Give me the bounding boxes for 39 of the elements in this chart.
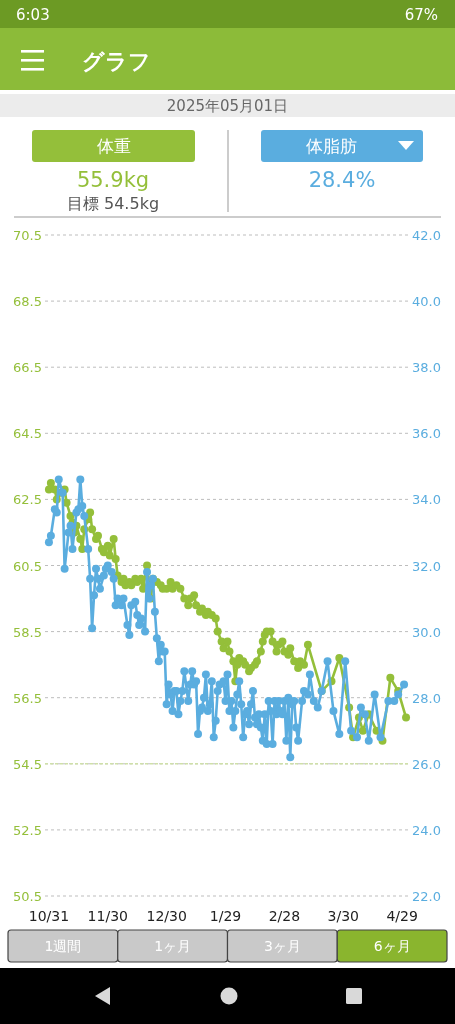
text: 6ヶ月 [373,938,411,954]
x-tick-label: 2/28 [268,908,301,924]
text: 67% [404,6,438,24]
y-tick-label: 68.5 [13,294,42,310]
x-tick-label: 11/30 [87,908,128,924]
y-tick-label: 60.5 [13,558,42,574]
y-tick-label: 64.5 [13,426,42,442]
x-tick-label: 1/29 [209,908,242,924]
y2-tick-label: 24.0 [412,822,441,838]
text: 55.9kg [76,168,150,192]
y2-tick-label: 42.0 [412,228,441,243]
x-tick-label: 4/29 [386,908,418,924]
y2-tick-label: 26.0 [412,756,441,772]
y2-tick-label: 22.0 [412,889,441,904]
chart-subtitle: 2025年05月01日 [166,97,289,115]
x-tick-label: 10/31 [28,908,70,924]
y-tick-label: 56.5 [13,690,42,706]
y-tick-label: 50.5 [13,889,42,904]
x-tick-label: 12/30 [146,908,187,924]
y2-tick-label: 28.0 [412,690,441,706]
y2-tick-label: 36.0 [412,426,441,442]
y-tick-label: 54.5 [13,756,42,772]
y-tick-label: 58.5 [13,624,42,640]
y-tick-label: 70.5 [13,228,42,243]
y2-tick-label: 38.0 [412,360,441,376]
text: 体重 [96,136,131,156]
x-tick-label: 3/30 [327,908,359,924]
text: 28.4% [308,168,376,192]
y-tick-label: 62.5 [13,492,42,508]
y-tick-label: 52.5 [13,822,42,838]
chart-title: グラフ [82,49,151,74]
y-tick-label: 66.5 [13,360,42,376]
text: 目標 54.5kg [66,194,160,213]
y2-tick-label: 34.0 [412,492,441,508]
y2-tick-label: 32.0 [412,558,441,574]
text: 6:03 [16,6,50,24]
y2-tick-label: 30.0 [412,624,441,640]
y2-tick-label: 40.0 [412,294,441,310]
text: 体脂肪 [305,136,357,156]
